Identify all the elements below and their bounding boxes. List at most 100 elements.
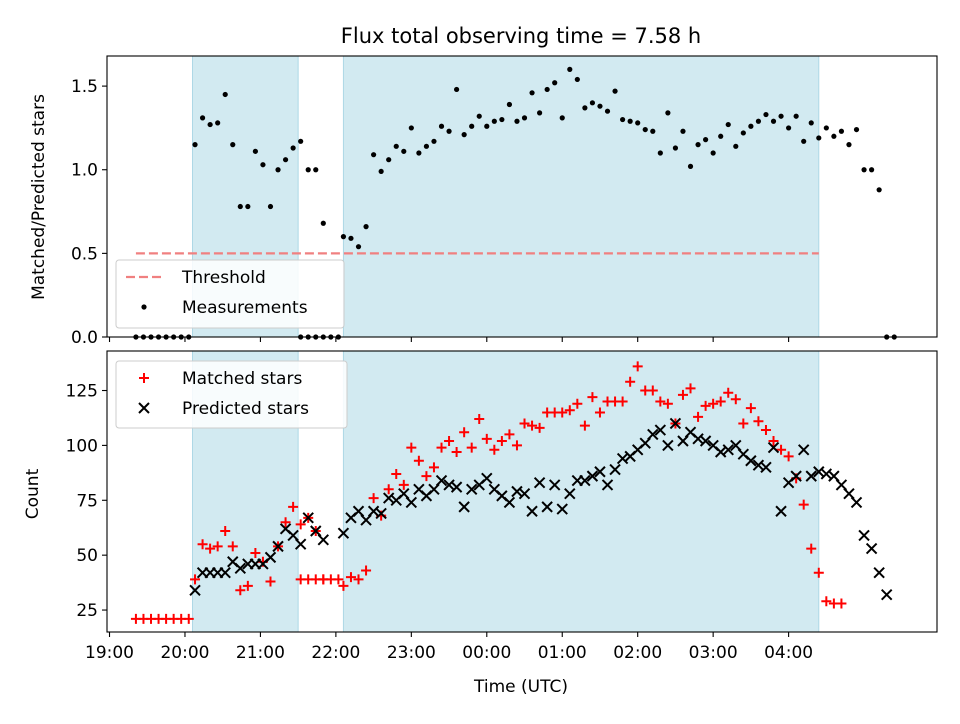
top-series-1-point-40 — [401, 148, 407, 154]
bottom-series-1-point-56 — [519, 418, 530, 429]
top-series-1-point-56 — [521, 115, 528, 121]
bottom-series-1-point-98 — [836, 598, 847, 609]
bottom-shaded-interval-1 — [342, 350, 820, 633]
x-tick-label-4: 23:00 — [387, 643, 436, 663]
bottom-series-1-point-81 — [708, 398, 719, 409]
bottom-legend-label-0: Matched stars — [182, 369, 302, 389]
bottom-series-1-point-42 — [413, 455, 424, 466]
bottom-legend-box — [115, 360, 348, 429]
top-series-1-point-98 — [838, 128, 845, 134]
top-series-1-point-61 — [559, 115, 565, 121]
top-series-1-point-66 — [597, 103, 603, 109]
bottom-series-1-point-31 — [333, 574, 344, 585]
bottom-y-tick-label-2: 75 — [76, 491, 98, 511]
bottom-legend-label-1: Predicted stars — [182, 399, 309, 419]
top-series-1-point-37 — [378, 168, 384, 175]
bottom-series-2-point-72 — [745, 455, 757, 467]
top-series-1-point-94 — [808, 120, 814, 126]
bottom-series-1-point-39 — [391, 468, 402, 479]
bottom-series-2-point-75 — [767, 441, 780, 454]
bottom-series-1-point-51 — [481, 433, 492, 444]
top-series-1-point-81 — [710, 150, 716, 156]
bottom-series-1-point-44 — [428, 462, 439, 473]
bottom-series-1-point-33 — [345, 572, 356, 583]
bottom-series-1-point-93 — [798, 499, 809, 510]
top-series-1-point-16 — [252, 148, 258, 154]
bottom-series-1-point-20 — [280, 517, 291, 528]
top-series-1-point-100 — [853, 126, 860, 133]
top-y-tick-label-0: 0.0 — [71, 328, 98, 348]
top-series-1-point-34 — [355, 244, 362, 250]
bottom-series-2-point-53 — [601, 479, 614, 491]
top-series-1-point-32 — [340, 234, 347, 240]
top-panel-y-axis-label: Matched/Predicted stars — [29, 94, 49, 300]
top-legend-label-0: Threshold — [181, 268, 266, 288]
bottom-series-1-point-95 — [813, 567, 824, 578]
bottom-series-1-point-64 — [579, 420, 590, 431]
top-series-1-point-99 — [846, 142, 852, 148]
top-series-1-point-62 — [567, 66, 573, 72]
bottom-series-1-point-34 — [353, 574, 364, 585]
bottom-series-2-point-74 — [760, 461, 772, 474]
bottom-series-2-point-87 — [858, 529, 870, 542]
bottom-series-1-point-89 — [768, 436, 779, 447]
bottom-series-1-point-7 — [183, 613, 194, 624]
top-series-1-point-22 — [298, 138, 304, 144]
top-series-1-point-77 — [680, 128, 686, 134]
chart-title: Flux total observing time = 7.58 h — [341, 24, 701, 48]
bottom-series-1-point-87 — [753, 416, 764, 427]
top-series-1-point-73 — [650, 128, 656, 134]
top-series-1-point-84 — [733, 143, 739, 149]
x-tick-label-2: 21:00 — [236, 643, 285, 663]
bottom-legend-handle-1 — [138, 402, 150, 414]
bottom-series-1-point-70 — [625, 376, 636, 387]
bottom-series-1-point-11 — [212, 541, 223, 552]
bottom-series-2-point-76 — [775, 505, 787, 517]
top-series-1-point-83 — [725, 121, 731, 128]
bottom-series-1-point-10 — [205, 543, 216, 554]
top-series-1-point-102 — [869, 167, 875, 173]
bottom-series-2 — [189, 417, 893, 601]
bottom-series-1-point-48 — [459, 427, 470, 438]
top-series-1-point-71 — [635, 120, 641, 126]
bottom-series-2-point-80 — [805, 470, 817, 482]
bottom-series-1-point-49 — [466, 442, 477, 453]
bottom-panel: 25 50 75 100 125 19:00 20:00 21:00 22:00 23:00 00:… — [66, 350, 938, 663]
top-series-1-point-93 — [801, 138, 807, 144]
x-tick-label-9: 04:00 — [764, 643, 813, 663]
x-tick-label-5: 00:00 — [462, 643, 511, 663]
top-series-1-point-86 — [748, 123, 754, 129]
top-series-1-point-36 — [371, 152, 377, 158]
bottom-series-2-point-47 — [556, 503, 568, 515]
top-series-1-point-68 — [612, 88, 618, 94]
top-series-1-point-8 — [192, 142, 198, 148]
top-series-1-point-41 — [408, 125, 414, 131]
top-series-1-point-96 — [823, 125, 829, 131]
bottom-series-1-point-9 — [197, 539, 208, 550]
x-tick-label-0: 19:00 — [85, 643, 134, 663]
bottom-series-2-point-48 — [564, 487, 576, 500]
bottom-series-1-point-35 — [361, 565, 372, 576]
top-series-1-point-74 — [657, 150, 663, 156]
top-series-1-point-92 — [793, 113, 799, 119]
top-series-1-point-33 — [348, 235, 354, 241]
top-series-1-point-49 — [469, 123, 475, 129]
bottom-series-2-point-61 — [662, 439, 674, 452]
bottom-series-2-point-17 — [317, 534, 330, 546]
top-legend-label-1: Measurements — [182, 298, 308, 318]
x-tick-label-8: 03:00 — [689, 643, 738, 663]
bottom-series-2-point-86 — [850, 496, 863, 509]
top-series-1-point-24 — [313, 167, 319, 173]
bottom-legend-handle-0 — [139, 373, 149, 383]
bottom-legend: Matched stars Predicted stars — [115, 360, 348, 429]
top-series-1-point-54 — [506, 101, 513, 108]
bottom-series-1-point-82 — [715, 396, 726, 407]
top-series-1-point-78 — [687, 163, 694, 169]
top-legend-handle-1 — [141, 304, 147, 310]
top-series-1-point-42 — [416, 150, 422, 156]
bottom-series-1-point-36 — [368, 493, 379, 504]
top-series-1-point-52 — [491, 118, 497, 124]
x-tick-label-6: 01:00 — [538, 643, 587, 663]
top-series-1-point-90 — [778, 113, 784, 119]
bottom-series-2-point-18 — [337, 527, 350, 539]
